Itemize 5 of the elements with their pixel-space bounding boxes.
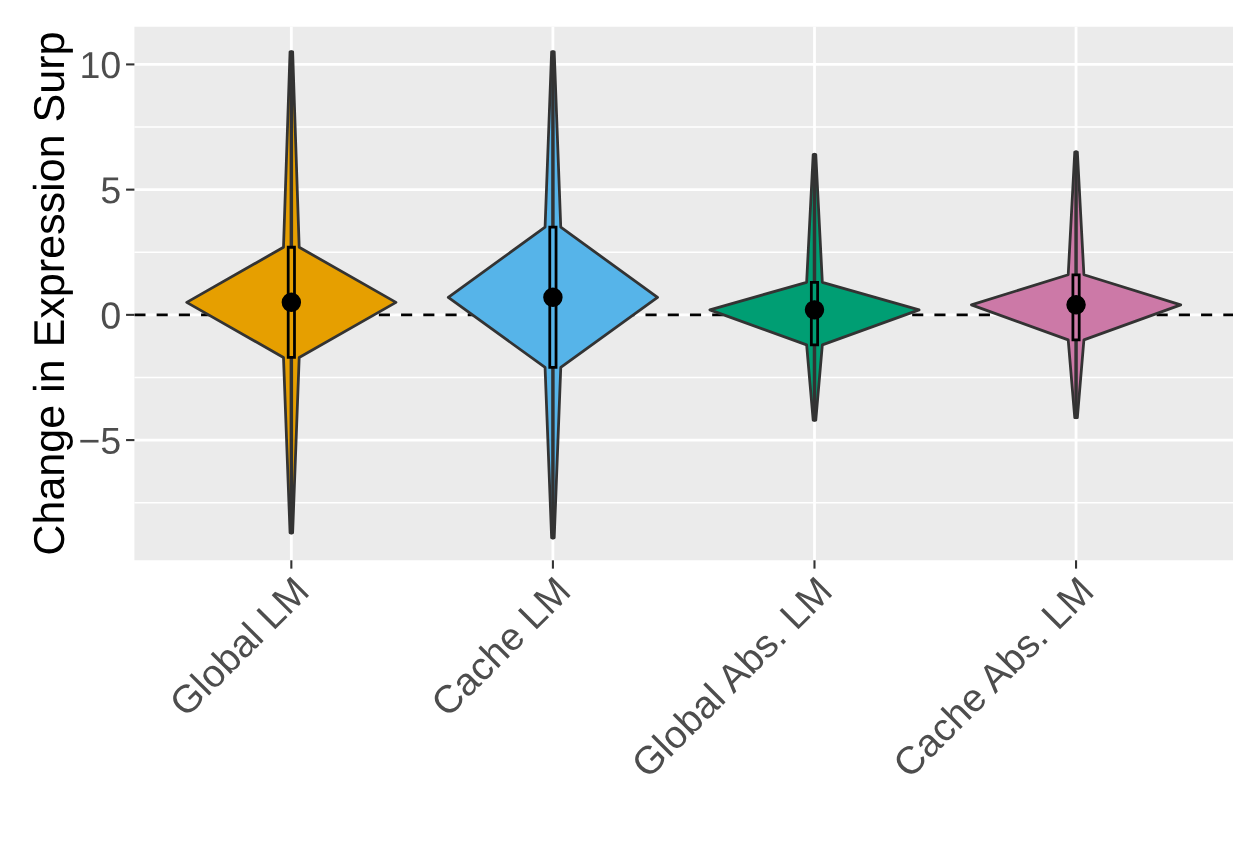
y-tick-label: 0 [101,302,120,329]
y-tick-label: −5 [80,427,120,455]
y-tick-label: 5 [101,177,120,204]
y-tick-label: 10 [82,51,120,79]
y-axis-title: Change in Expression Surp [32,33,73,554]
